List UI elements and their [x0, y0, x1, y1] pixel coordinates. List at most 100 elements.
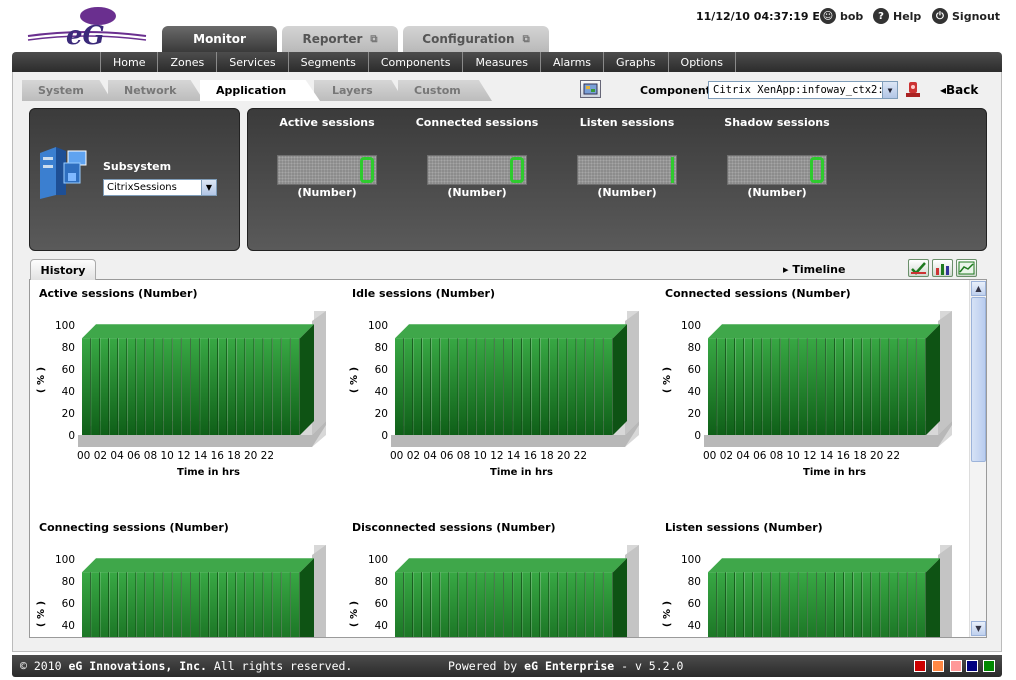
bar	[449, 572, 458, 637]
bar	[136, 338, 145, 435]
bar	[780, 338, 790, 435]
bar	[807, 338, 817, 435]
scroll-up-icon[interactable]: ▲	[971, 281, 986, 296]
bar	[209, 338, 218, 435]
bar	[585, 338, 595, 435]
theme-swatch-orange[interactable]	[932, 660, 944, 672]
bar	[594, 572, 604, 637]
y-tick-label: 60	[62, 364, 75, 376]
nav-alarms[interactable]: Alarms	[539, 52, 603, 72]
bar	[109, 572, 118, 637]
nav-services[interactable]: Services	[216, 52, 287, 72]
theme-swatch-green[interactable]	[983, 660, 995, 672]
y-tick-label: 80	[62, 576, 75, 588]
subtab-system[interactable]: System	[22, 80, 112, 101]
nav-zones[interactable]: Zones	[157, 52, 216, 72]
y-tick-label: 80	[375, 576, 388, 588]
chart-side-wall	[938, 311, 952, 435]
bar-side-face	[926, 558, 940, 637]
bar	[218, 338, 227, 435]
tab-reporter[interactable]: Reporter ⧉	[282, 26, 398, 52]
timeline-label: Timeline	[792, 263, 846, 276]
timeline-toggle[interactable]: ▸ Timeline	[783, 263, 845, 276]
subsystem-value: CitrixSessions	[107, 182, 177, 193]
bar-side-face	[613, 324, 627, 435]
nav-menu: Home Zones Services Segments Components …	[100, 52, 736, 72]
bar	[395, 338, 404, 435]
external-window-icon: ⧉	[522, 33, 530, 45]
history-tab[interactable]: History	[30, 259, 96, 280]
chevron-down-icon[interactable]: ▼	[201, 180, 216, 195]
bar-chart-button[interactable]	[932, 259, 953, 277]
help-link[interactable]: ? Help	[873, 7, 921, 25]
nav-segments[interactable]: Segments	[287, 52, 368, 72]
bar	[290, 338, 300, 435]
logo-text: eG	[66, 21, 105, 48]
y-tick-label: 100	[681, 554, 701, 566]
measure-display-connected[interactable]	[427, 155, 527, 185]
component-select[interactable]: Citrix XenApp:infoway_ctx2:14 ▼	[708, 81, 898, 99]
subtab-application[interactable]: Application	[200, 80, 320, 101]
bar	[531, 338, 540, 435]
bar	[853, 338, 862, 435]
line-chart-button[interactable]	[956, 259, 977, 277]
bar	[540, 572, 549, 637]
bar-side-face	[926, 324, 940, 435]
scrollbar-thumb[interactable]	[971, 297, 986, 462]
vertical-scrollbar[interactable]: ▲ ▼	[969, 280, 986, 637]
company-name: eG Innovations, Inc.	[68, 659, 207, 673]
nav-home[interactable]: Home	[100, 52, 157, 72]
bar	[576, 572, 586, 637]
layout-toggle-button[interactable]	[580, 80, 601, 98]
back-button[interactable]: ◂Back	[940, 83, 978, 97]
y-tick-label: 100	[681, 320, 701, 332]
nav-measures[interactable]: Measures	[462, 52, 539, 72]
measure-display-active[interactable]	[277, 155, 377, 185]
bar	[513, 572, 522, 637]
subsystem-select[interactable]: CitrixSessions ▼	[103, 179, 217, 196]
bar	[853, 572, 862, 637]
bar	[871, 338, 880, 435]
y-tick-label: 40	[62, 620, 75, 632]
chart-side-wall	[938, 545, 952, 637]
bar	[735, 572, 744, 637]
user-link[interactable]: ☺ bob	[820, 7, 863, 25]
subtab-layers[interactable]: Layers	[314, 80, 404, 101]
signout-link[interactable]: ⏻ Signout	[932, 7, 1000, 25]
bar	[789, 572, 799, 637]
y-tick-label: 60	[375, 598, 388, 610]
bar-top-face	[708, 324, 940, 339]
bar	[585, 572, 595, 637]
bar	[109, 338, 118, 435]
bar	[172, 338, 182, 435]
scroll-down-icon[interactable]: ▼	[971, 621, 986, 636]
x-axis-label: Time in hrs	[177, 467, 240, 478]
nav-options[interactable]: Options	[667, 52, 736, 72]
y-axis-label: ( % )	[662, 601, 673, 627]
theme-swatch-pink[interactable]	[950, 660, 962, 672]
user-icon: ☺	[820, 8, 836, 24]
bar	[504, 338, 513, 435]
nav-components[interactable]: Components	[367, 52, 463, 72]
y-tick-label: 80	[62, 342, 75, 354]
bar	[880, 338, 890, 435]
bar	[404, 572, 413, 637]
bar	[200, 572, 209, 637]
subtab-custom[interactable]: Custom	[398, 80, 492, 101]
fire-alarm-icon[interactable]	[903, 79, 923, 99]
measure-unit-listen: (Number)	[597, 186, 657, 199]
bar	[862, 338, 871, 435]
measure-display-listen[interactable]	[577, 155, 677, 185]
subtab-network[interactable]: Network	[108, 80, 204, 101]
tab-configuration[interactable]: Configuration ⧉	[403, 26, 549, 52]
chevron-down-icon[interactable]: ▼	[882, 82, 897, 98]
theme-swatch-navy[interactable]	[966, 660, 978, 672]
tab-monitor[interactable]: Monitor	[162, 26, 277, 52]
checklist-chart-button[interactable]	[908, 259, 929, 277]
nav-graphs[interactable]: Graphs	[603, 52, 667, 72]
component-value: Citrix XenApp:infoway_ctx2:14	[713, 84, 897, 96]
theme-swatch-red[interactable]	[914, 660, 926, 672]
chart-title: Idle sessions (Number)	[352, 287, 495, 300]
measure-display-shadow[interactable]	[727, 155, 827, 185]
bar	[744, 572, 753, 637]
